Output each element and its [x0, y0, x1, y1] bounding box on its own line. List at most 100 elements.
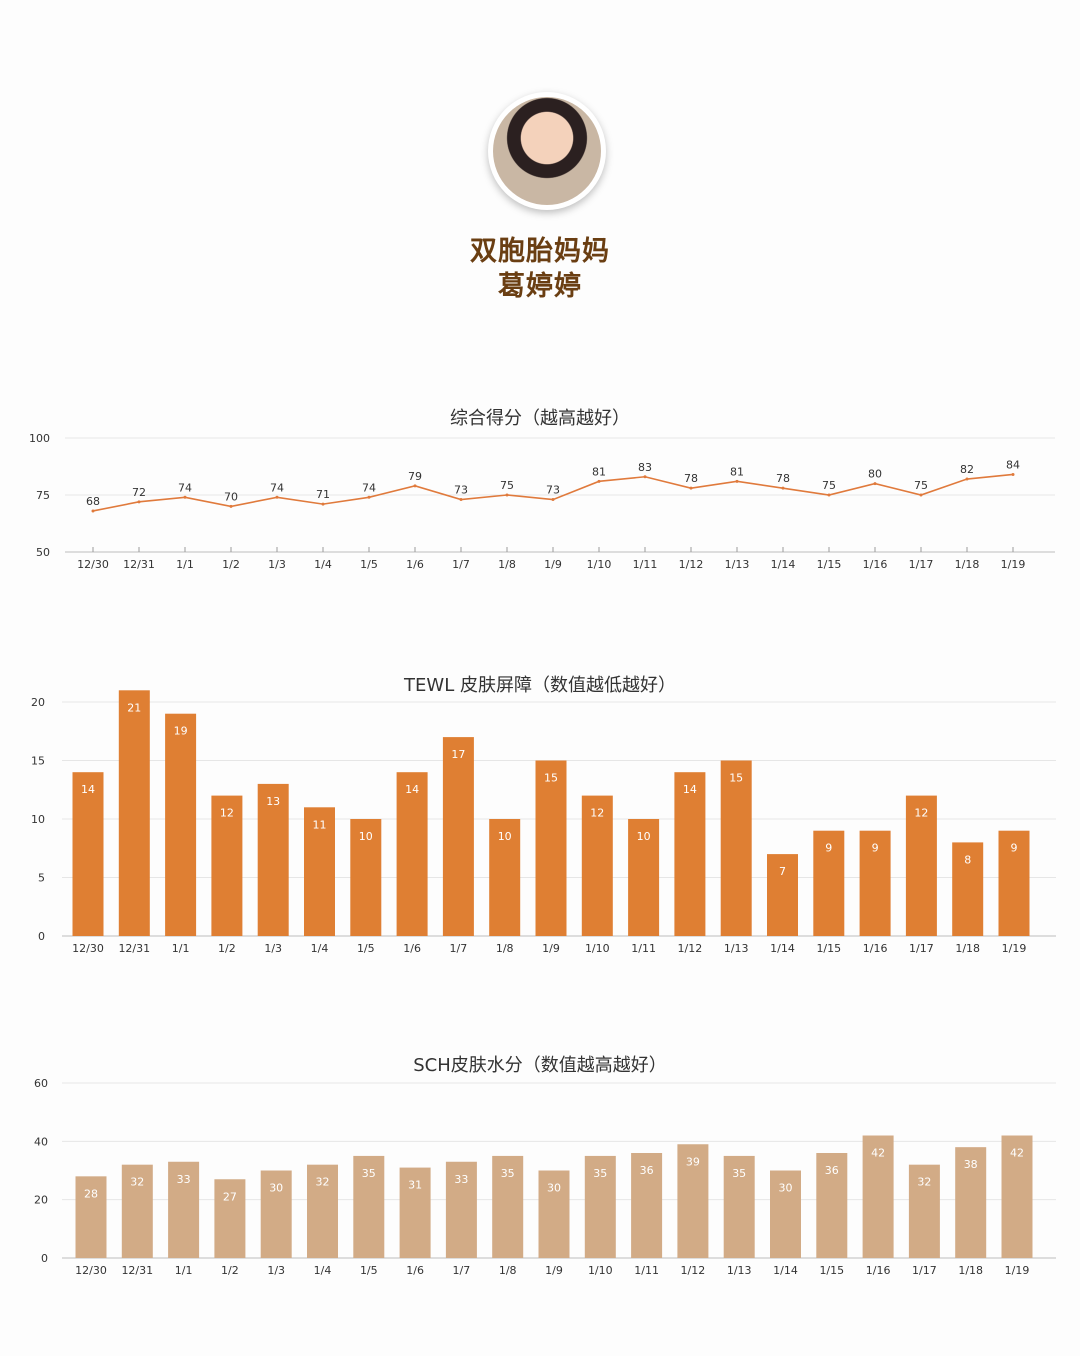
x-tick-label: 1/19	[1005, 1264, 1030, 1277]
tewl-bar	[674, 772, 706, 936]
x-tick-label: 1/3	[267, 1264, 285, 1277]
x-tick-label: 1/14	[771, 558, 796, 571]
sch-bar-value-label: 42	[871, 1147, 885, 1160]
x-tick-label: 1/6	[406, 1264, 424, 1277]
tewl-bar-value-label: 10	[359, 830, 373, 843]
score-data-point	[459, 498, 463, 502]
x-tick-label: 1/16	[866, 1264, 891, 1277]
x-tick-label: 1/7	[452, 558, 470, 571]
x-tick-label: 1/11	[634, 1264, 659, 1277]
x-tick-label: 1/16	[863, 558, 888, 571]
x-tick-label: 1/5	[357, 942, 375, 955]
tewl-bar-value-label: 19	[174, 725, 188, 738]
x-tick-label: 12/30	[72, 942, 104, 955]
x-tick-label: 1/15	[817, 558, 842, 571]
x-tick-label: 1/13	[725, 558, 750, 571]
score-data-label: 80	[868, 468, 882, 481]
tewl-bar-value-label: 7	[779, 865, 786, 878]
tewl-bar-value-label: 15	[729, 772, 743, 785]
score-data-point	[551, 498, 555, 502]
score-data-label: 81	[592, 465, 606, 478]
sch-bar	[584, 1155, 616, 1258]
x-tick-label: 1/18	[955, 558, 980, 571]
tewl-bar	[396, 772, 428, 936]
tewl-bar	[720, 760, 752, 936]
tewl-bar-value-label: 21	[127, 701, 141, 714]
score-data-point	[229, 504, 233, 508]
score-data-label: 78	[684, 472, 698, 485]
sch-bar-value-label: 35	[362, 1167, 376, 1180]
x-tick-label: 1/2	[218, 942, 236, 955]
tewl-bar	[628, 819, 660, 936]
sch-bar	[307, 1164, 338, 1258]
x-tick-label: 1/9	[545, 1264, 563, 1277]
x-tick-label: 1/17	[909, 558, 934, 571]
y-tick-label: 50	[36, 546, 50, 559]
tewl-bar	[767, 854, 798, 936]
score-data-label: 83	[638, 461, 652, 474]
score-chart-title: 综合得分（越高越好）	[450, 408, 630, 429]
y-tick-label: 0	[38, 930, 45, 943]
x-tick-label: 12/30	[75, 1264, 107, 1277]
y-tick-label: 15	[31, 755, 45, 768]
x-tick-label: 1/10	[588, 1264, 613, 1277]
sch-bar	[399, 1167, 431, 1258]
x-tick-label: 1/18	[955, 942, 980, 955]
x-tick-label: 12/30	[77, 558, 109, 571]
x-tick-label: 1/3	[268, 558, 286, 571]
score-data-label: 71	[316, 488, 330, 501]
sch-bar	[75, 1176, 107, 1258]
tewl-bar	[118, 690, 150, 936]
sch-bar	[770, 1170, 801, 1258]
x-tick-label: 1/8	[496, 942, 514, 955]
score-data-point	[781, 486, 785, 490]
tewl-bar	[304, 807, 335, 936]
score-data-label: 75	[822, 479, 836, 492]
score-data-label: 73	[546, 484, 560, 497]
x-tick-label: 12/31	[121, 1264, 153, 1277]
y-tick-label: 20	[34, 1194, 48, 1207]
score-data-point	[275, 495, 279, 499]
x-tick-label: 1/18	[958, 1264, 983, 1277]
x-tick-label: 1/6	[406, 558, 424, 571]
sch-bar	[121, 1164, 153, 1258]
sch-bar-value-label: 27	[223, 1190, 237, 1203]
tewl-bar-value-label: 15	[544, 772, 558, 785]
score-data-label: 81	[730, 465, 744, 478]
score-data-label: 82	[960, 463, 974, 476]
x-tick-label: 1/7	[450, 942, 468, 955]
x-tick-label: 1/16	[863, 942, 888, 955]
tewl-bar-value-label: 10	[498, 830, 512, 843]
x-tick-label: 1/1	[172, 942, 190, 955]
x-tick-label: 1/19	[1002, 942, 1027, 955]
profile-name: 葛婷婷	[498, 271, 582, 302]
x-tick-label: 1/14	[770, 942, 795, 955]
tewl-bar	[350, 819, 382, 936]
tewl-chart-title: TEWL 皮肤屏障（数值越低越好）	[404, 675, 676, 696]
sch-chart-title: SCH皮肤水分（数值越高越好）	[413, 1055, 667, 1076]
x-tick-label: 1/8	[499, 1264, 517, 1277]
x-tick-label: 1/6	[403, 942, 421, 955]
sch-bar	[677, 1144, 709, 1258]
x-tick-label: 1/12	[678, 942, 703, 955]
score-data-label: 75	[500, 479, 514, 492]
tewl-bar	[489, 819, 521, 936]
tewl-bar	[442, 737, 474, 936]
x-tick-label: 1/3	[264, 942, 282, 955]
score-line-chart: 50 75 100 68 72 74 70 74 71 74 79 73 75 73 81 83 78 81 78 7…	[0, 425, 1080, 585]
x-tick-label: 1/5	[360, 1264, 378, 1277]
x-tick-label: 1/4	[314, 1264, 332, 1277]
sch-bar-value-label: 28	[84, 1187, 98, 1200]
tewl-bar-value-label: 9	[825, 842, 832, 855]
score-data-point	[1011, 472, 1015, 476]
x-tick-label: 1/1	[176, 558, 194, 571]
score-data-label: 79	[408, 470, 422, 483]
x-tick-label: 1/17	[909, 942, 934, 955]
score-data-point	[597, 479, 601, 483]
x-tick-label: 1/19	[1001, 558, 1026, 571]
tewl-bar	[905, 795, 937, 936]
sch-bar	[445, 1161, 477, 1258]
sch-bar-value-label: 42	[1010, 1147, 1024, 1160]
x-tick-label: 1/4	[314, 558, 332, 571]
x-tick-label: 12/31	[118, 942, 150, 955]
